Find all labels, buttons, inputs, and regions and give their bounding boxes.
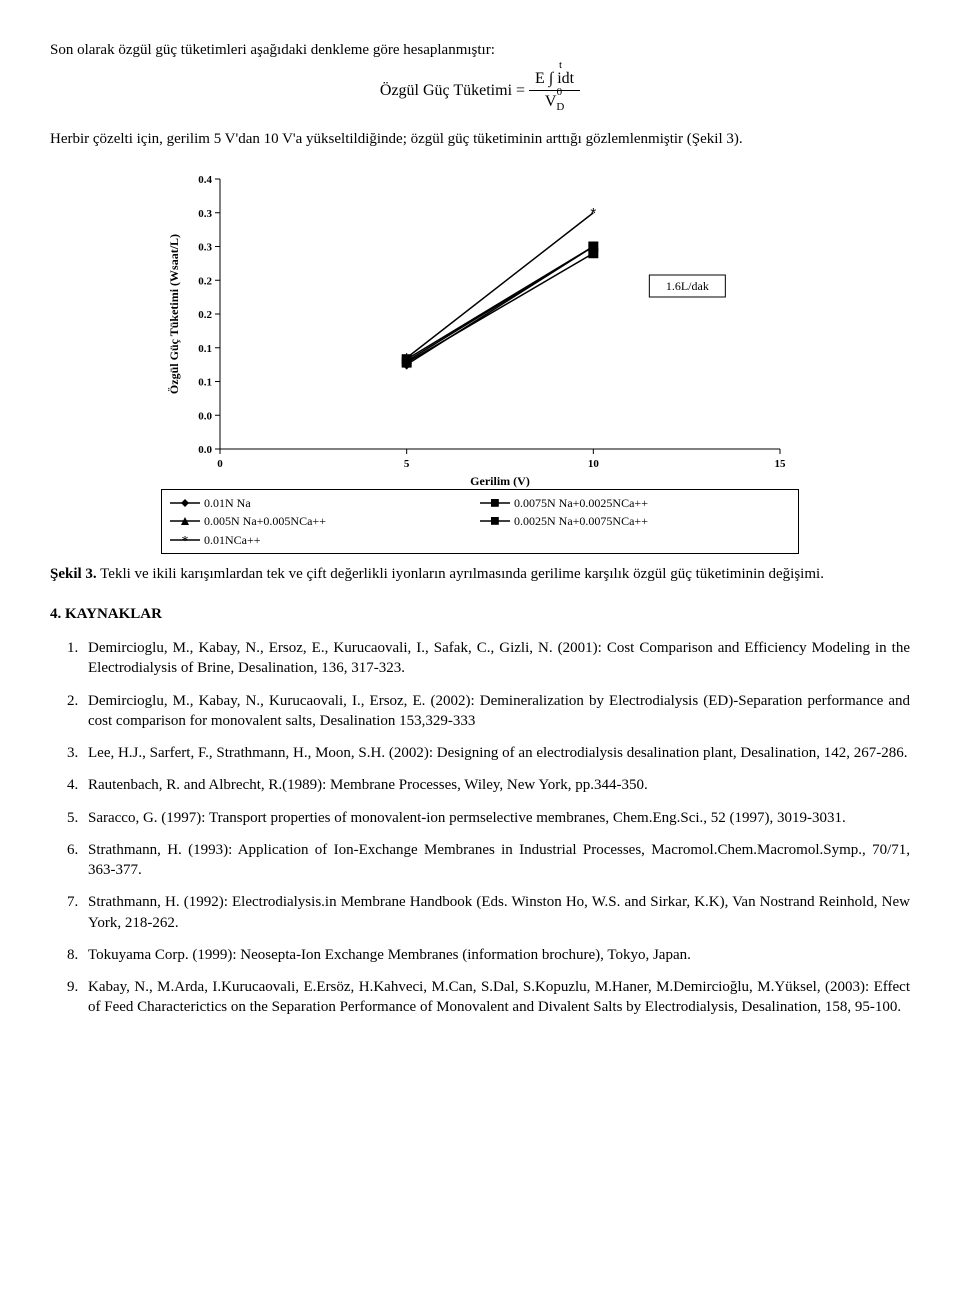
- svg-text:5: 5: [404, 458, 410, 470]
- legend-item: 0.01N Na: [170, 494, 480, 512]
- reference-item: Tokuyama Corp. (1999): Neosepta-Ion Exch…: [82, 945, 910, 965]
- svg-text:*: *: [590, 205, 596, 222]
- figure-caption: Şekil 3. Tekli ve ikili karışımlardan te…: [50, 564, 910, 584]
- reference-item: Saracco, G. (1997): Transport properties…: [82, 808, 910, 828]
- intro-paragraph: Son olarak özgül güç tüketimleri aşağıda…: [50, 40, 910, 60]
- references-list: Demircioglu, M., Kabay, N., Ersoz, E., K…: [50, 638, 910, 1018]
- svg-text:Özgül Güç Tüketimi (Wsaat/L): Özgül Güç Tüketimi (Wsaat/L): [167, 234, 181, 394]
- svg-text:*: *: [182, 534, 189, 547]
- formula: Özgül Güç Tüketimi = t E ∫ idt 0 VD: [50, 68, 910, 115]
- line-chart: 0 5 10 15 0.0 0.0 0.1 0.1 0.2 0.2 0.3 0.3 0.4 Gerilim…: [160, 169, 800, 489]
- chart-container: 0 5 10 15 0.0 0.0 0.1 0.1 0.2 0.2 0.3 0.3 0.4 Gerilim…: [160, 169, 800, 554]
- svg-text:0.2: 0.2: [198, 275, 212, 287]
- reference-item: Lee, H.J., Sarfert, F., Strathmann, H., …: [82, 743, 910, 763]
- svg-text:1.6L/dak: 1.6L/dak: [666, 279, 709, 293]
- svg-text:*: *: [404, 350, 410, 367]
- svg-text:0.1: 0.1: [198, 343, 212, 355]
- reference-item: Demircioglu, M., Kabay, N., Kurucaovali,…: [82, 691, 910, 732]
- svg-text:0.3: 0.3: [198, 242, 212, 254]
- svg-text:15: 15: [775, 458, 787, 470]
- reference-item: Strathmann, H. (1993): Application of Io…: [82, 840, 910, 881]
- svg-text:0.3: 0.3: [198, 208, 212, 220]
- svg-text:0.4: 0.4: [198, 174, 212, 186]
- reference-item: Strathmann, H. (1992): Electrodialysis.i…: [82, 892, 910, 933]
- svg-text:0.0: 0.0: [198, 444, 212, 456]
- svg-text:0.1: 0.1: [198, 377, 212, 389]
- legend-item: 0.0025N Na+0.0075NCa++: [480, 512, 790, 530]
- chart-legend: 0.01N Na0.0075N Na+0.0025NCa++0.005N Na+…: [161, 489, 799, 554]
- svg-text:10: 10: [588, 458, 600, 470]
- svg-text:0.2: 0.2: [198, 309, 212, 321]
- after-formula-paragraph: Herbir çözelti için, gerilim 5 V'dan 10 …: [50, 129, 910, 149]
- legend-item: *0.01NCa++: [170, 531, 480, 549]
- legend-item: 0.005N Na+0.005NCa++: [170, 512, 480, 530]
- legend-item: 0.0075N Na+0.0025NCa++: [480, 494, 790, 512]
- reference-item: Demircioglu, M., Kabay, N., Ersoz, E., K…: [82, 638, 910, 679]
- svg-text:Gerilim (V): Gerilim (V): [470, 474, 530, 488]
- svg-text:0.0: 0.0: [198, 410, 212, 422]
- svg-text:0: 0: [217, 458, 223, 470]
- reference-item: Kabay, N., M.Arda, I.Kurucaovali, E.Ersö…: [82, 977, 910, 1018]
- reference-item: Rautenbach, R. and Albrecht, R.(1989): M…: [82, 775, 910, 795]
- references-heading: 4. KAYNAKLAR: [50, 604, 910, 624]
